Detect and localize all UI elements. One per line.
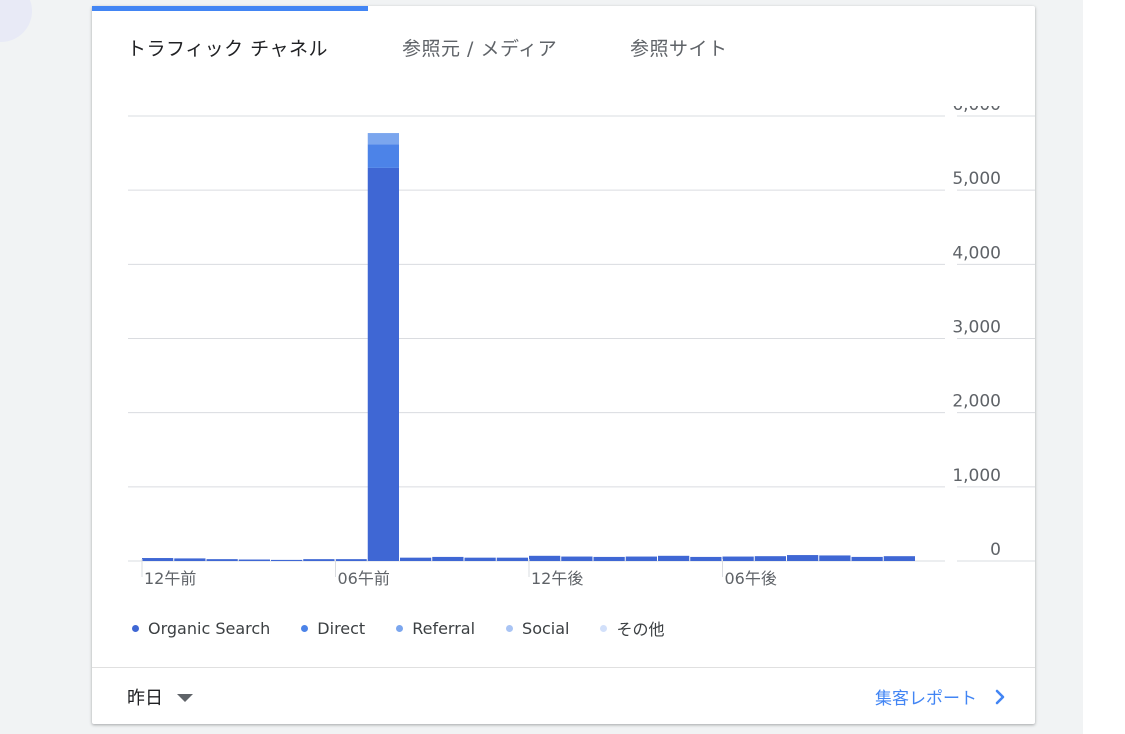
bar (819, 555, 851, 561)
bar (690, 556, 722, 561)
bar (883, 556, 915, 561)
y-tick-label: 6,000 (952, 106, 1001, 115)
bar (722, 556, 754, 561)
x-tick-label: 06午後 (725, 569, 777, 588)
y-tick-label: 1,000 (952, 466, 1001, 486)
y-tick-label: 0 (990, 540, 1001, 560)
traffic-chart: 0 1,000 2,000 3,000 4,000 5,000 6,000 12午前 06午前 1… (128, 106, 1035, 588)
date-range-label: 昨日 (127, 688, 163, 709)
tab-source-medium[interactable]: 参照元 / メディア (402, 38, 558, 60)
active-tab-indicator (92, 6, 368, 11)
legend-item: Direct (301, 619, 365, 638)
legend-dot (132, 624, 139, 632)
acquisition-report-label: 集客レポート (875, 689, 977, 709)
tab-traffic-channel[interactable]: トラフィック チャネル (127, 38, 328, 60)
legend-label: その他 (616, 620, 665, 639)
legend-item: Organic Search (132, 619, 270, 638)
legend-item: その他 (600, 616, 665, 640)
acquisition-report-link[interactable]: 集客レポート (875, 684, 1005, 709)
legend-label: Direct (317, 618, 366, 638)
chevron-right-icon (995, 689, 1005, 704)
bar (367, 144, 399, 168)
bar (529, 555, 561, 561)
bar (496, 557, 528, 561)
y-tick-label: 2,000 (952, 392, 1001, 412)
bar (754, 556, 786, 561)
bar (851, 556, 883, 561)
bar (464, 557, 496, 561)
bar (174, 558, 206, 561)
bar (238, 559, 270, 561)
legend-dot (600, 624, 608, 632)
bar (367, 167, 399, 561)
bar (432, 556, 464, 561)
caret-down-icon (177, 694, 193, 702)
tab-referral-sites[interactable]: 参照サイト (630, 38, 728, 60)
bar (787, 555, 819, 561)
bar (367, 133, 399, 145)
bar (658, 555, 690, 561)
legend-dot (396, 624, 404, 632)
chart-legend: Organic Search Direct Referral Social その他 (132, 616, 696, 640)
bar (303, 559, 335, 561)
x-tick-label: 12午前 (144, 569, 196, 588)
bar (206, 559, 238, 561)
legend-item: Social (506, 619, 569, 638)
bar (142, 558, 174, 561)
legend-label: Referral (412, 618, 476, 638)
traffic-card: トラフィック チャネル 参照元 / メディア 参照サイト 0 1,000 2,000… (92, 6, 1035, 724)
legend-label: Social (522, 618, 570, 638)
y-tick-label: 4,000 (952, 243, 1001, 263)
legend-dot (301, 624, 309, 632)
x-tick-label: 12午後 (531, 569, 583, 588)
y-tick-label: 3,000 (952, 318, 1001, 338)
bar (400, 557, 432, 561)
bar (625, 556, 657, 561)
date-range-selector[interactable]: 昨日 (127, 684, 193, 710)
x-tick-label: 06午前 (338, 569, 390, 588)
bar (561, 556, 593, 561)
legend-dot (506, 624, 514, 632)
legend-label: Organic Search (148, 618, 271, 638)
footer-divider (92, 667, 1035, 668)
bar (593, 556, 625, 561)
bar (335, 559, 367, 561)
y-tick-label: 5,000 (952, 169, 1001, 189)
legend-item: Referral (396, 619, 475, 638)
bar (271, 559, 303, 561)
